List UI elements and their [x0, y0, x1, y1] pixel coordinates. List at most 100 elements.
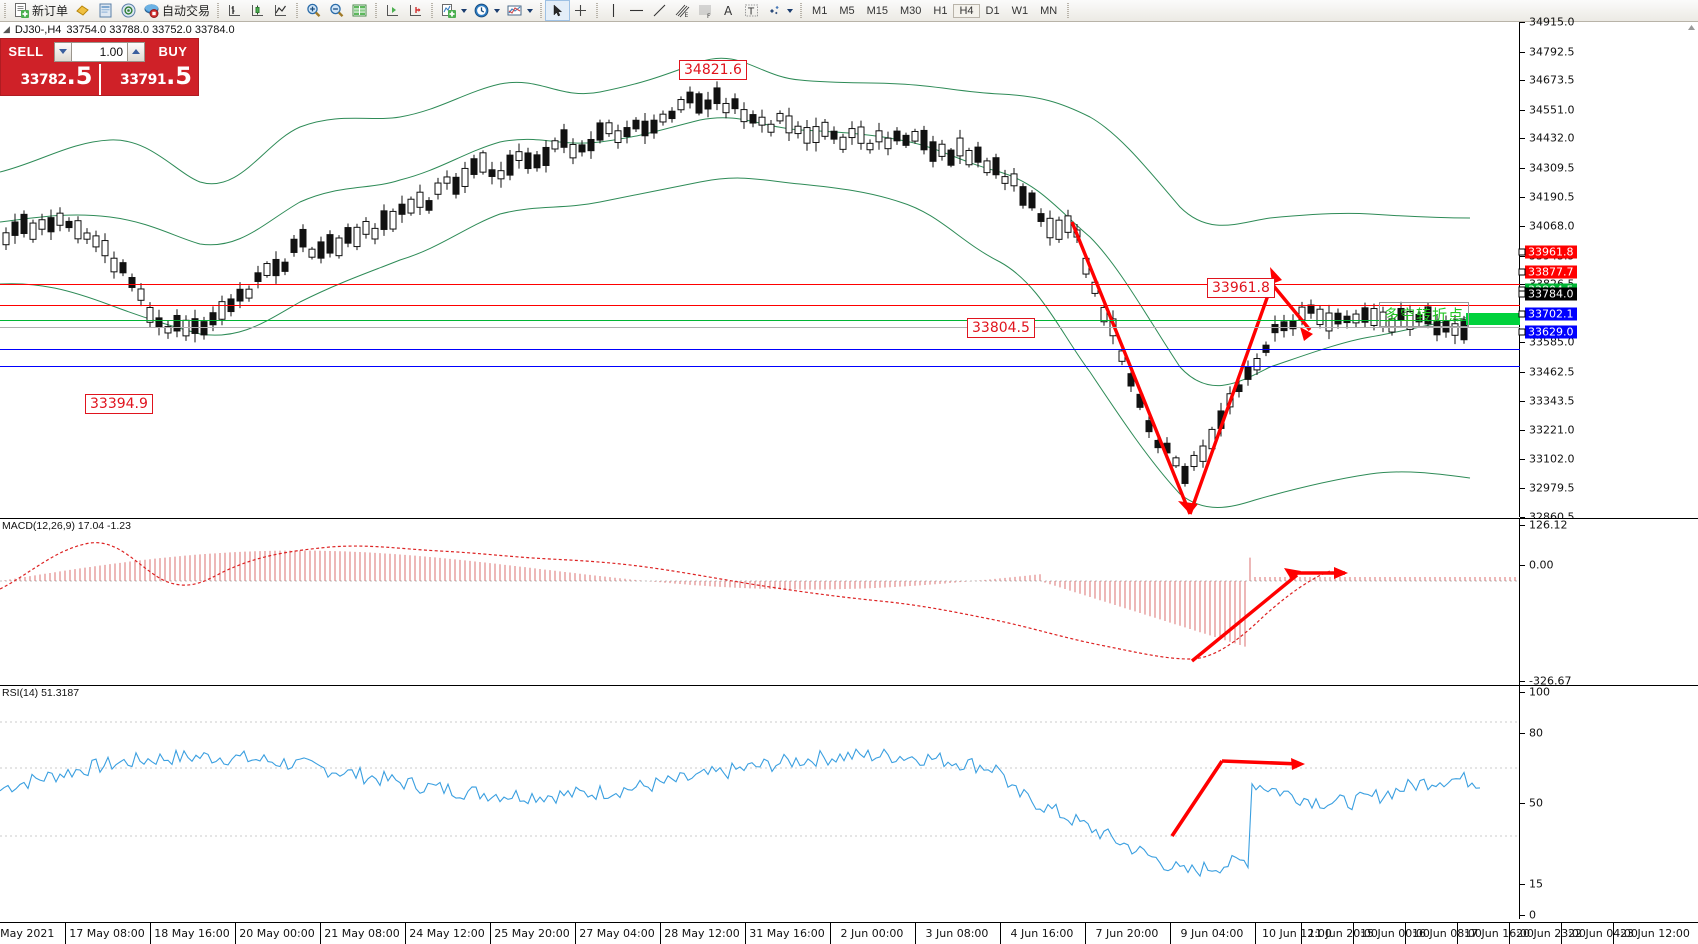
one-click-trading-panel[interactable]: SELL 1.00 BUY 33782 .5 33791 .5 [0, 38, 199, 96]
auto-scroll-button[interactable] [381, 1, 404, 20]
bar-chart-button[interactable] [223, 1, 246, 20]
timeframe-m5[interactable]: M5 [839, 4, 855, 17]
volume-input[interactable]: 1.00 [72, 41, 127, 62]
text-button[interactable]: A [717, 1, 740, 20]
autotrading-button[interactable]: 自动交易 [140, 1, 213, 20]
toolbar-sep-1 [217, 2, 220, 19]
vertical-line-button[interactable] [602, 1, 625, 20]
price-plot[interactable]: 34821.6 33804.5 33961.8 33394.9 32899.8 … [0, 22, 1520, 517]
algo-button[interactable] [71, 1, 94, 20]
new-order-button[interactable]: 新订单 [10, 1, 71, 20]
line-chart-icon [272, 2, 289, 19]
price-tick [1520, 226, 1525, 228]
trendline-button[interactable] [648, 1, 671, 20]
volume-decrease-button[interactable] [54, 41, 72, 62]
macd-tick-label: 126.12 [1529, 518, 1568, 532]
macd-pane[interactable]: MACD(12,26,9) 17.04 -1.23 12 [0, 518, 1698, 688]
chevron-down-icon[interactable] [461, 8, 468, 13]
time-axis-separator [150, 923, 151, 944]
timeframe-w1[interactable]: W1 [1011, 4, 1029, 17]
annotation-34821[interactable]: 34821.6 [679, 60, 747, 80]
indicators-button[interactable] [437, 1, 470, 20]
order-panel-prices: 33782 .5 33791 .5 [1, 64, 198, 95]
price-series [0, 57, 1471, 515]
level-handle[interactable] [1518, 268, 1526, 276]
price-level-badge[interactable]: 33702.1 [1525, 307, 1577, 321]
time-axis-separator [745, 923, 746, 944]
bar-chart-icon [226, 2, 243, 19]
chart-shift-button[interactable] [404, 1, 427, 20]
sell-button[interactable]: SELL [8, 44, 44, 59]
fibonacci-button[interactable]: F [694, 1, 717, 20]
chevron-down-icon[interactable] [527, 8, 534, 13]
level-handle[interactable] [1518, 310, 1526, 318]
level-handle[interactable] [1518, 290, 1526, 298]
timeframe-m1[interactable]: M1 [812, 4, 828, 17]
timeframe-d1[interactable]: D1 [985, 4, 1000, 17]
ohlc-values: 33754.0 33788.0 33752.0 33784.0 [66, 23, 235, 36]
order-panel-top: SELL 1.00 BUY [1, 39, 198, 64]
time-axis-label: 24 May 12:00 [409, 927, 485, 940]
candlestick-button[interactable] [246, 1, 269, 20]
annotation-33804[interactable]: 33804.5 [967, 318, 1035, 338]
time-axis[interactable]: 4 May 2021 17 May 08:00 18 May 16:00 20 May… [0, 922, 1698, 944]
price-level-badge[interactable]: 33877.7 [1525, 265, 1577, 279]
algo-icon [74, 2, 91, 19]
rsi-plot[interactable] [0, 686, 1520, 919]
shapes-button[interactable] [763, 1, 796, 20]
level-handle[interactable] [1518, 328, 1526, 336]
templates-button[interactable] [503, 1, 536, 20]
level-line-33702 [0, 349, 1520, 350]
crosshair-button[interactable] [569, 1, 592, 20]
zoom-out-button[interactable] [325, 1, 348, 20]
price-level-badge[interactable]: 33784.0 [1525, 287, 1577, 301]
level-handle[interactable] [1518, 248, 1526, 256]
price-tick-label: 34673.5 [1529, 73, 1575, 87]
macd-plot[interactable] [0, 519, 1520, 685]
time-axis-label: 4 Jun 16:00 [1010, 927, 1074, 940]
rsi-pane[interactable]: RSI(14) 51.3187 100 80 50 15 0 [0, 685, 1698, 922]
channel-button[interactable]: E [671, 1, 694, 20]
timeframe-h1[interactable]: H1 [933, 4, 948, 17]
price-level-badge[interactable]: 33629.0 [1525, 325, 1577, 339]
volume-control[interactable]: 1.00 [51, 39, 148, 64]
chevron-down-icon[interactable] [494, 8, 501, 13]
annotation-33394[interactable]: 33394.9 [85, 394, 153, 414]
fibonacci-icon: F [697, 2, 714, 20]
macd-tick-label: -326.67 [1529, 674, 1572, 688]
timeframe-h4[interactable]: H4 [953, 3, 980, 18]
scroll-indicator[interactable] [1687, 23, 1696, 32]
timeframe-m30[interactable]: M30 [900, 4, 922, 17]
macd-axis[interactable]: 126.12 0.00 -326.67 [1519, 518, 1698, 688]
rsi-tick [1520, 915, 1525, 916]
chevron-down-icon[interactable] [787, 8, 794, 13]
annotation-turning-point[interactable]: 多空转折点 [1379, 302, 1470, 327]
horizontal-line-button[interactable] [625, 1, 648, 20]
annotation-33961[interactable]: 33961.8 [1207, 278, 1275, 298]
data-window-button[interactable] [348, 1, 371, 20]
symbol-info-line: ◢ DJ30-,H4 33754.0 33788.0 33752.0 33784… [0, 23, 235, 36]
price-pane[interactable]: 34821.6 33804.5 33961.8 33394.9 32899.8 … [0, 16, 1698, 524]
sell-price[interactable]: 33782 .5 [1, 64, 99, 95]
signals-button[interactable] [117, 1, 140, 20]
zoom-in-button[interactable] [302, 1, 325, 20]
timeframe-m15[interactable]: M15 [866, 4, 888, 17]
volume-increase-button[interactable] [127, 41, 145, 62]
line-chart-button[interactable] [269, 1, 292, 20]
text-label-button[interactable]: T [740, 1, 763, 20]
price-tick-label: 33585.0 [1529, 335, 1575, 349]
collapse-icon[interactable]: ◢ [3, 24, 10, 34]
cursor-button[interactable] [545, 0, 571, 21]
periods-button[interactable] [470, 1, 503, 20]
price-axis[interactable]: 34915.0 34792.5 34673.5 34551.0 34432.0 34309… [1518, 16, 1698, 524]
price-tick [1520, 458, 1525, 460]
buy-price[interactable]: 33791 .5 [101, 64, 199, 95]
timeframe-mn[interactable]: MN [1040, 4, 1058, 17]
time-axis-separator [1255, 923, 1256, 944]
rsi-axis[interactable]: 100 80 50 15 0 [1519, 686, 1698, 922]
buy-button[interactable]: BUY [158, 44, 188, 59]
time-axis-label: 4 May 2021 [0, 927, 55, 940]
price-level-badge[interactable]: 33961.8 [1525, 245, 1577, 259]
terminal-button[interactable] [94, 1, 117, 20]
